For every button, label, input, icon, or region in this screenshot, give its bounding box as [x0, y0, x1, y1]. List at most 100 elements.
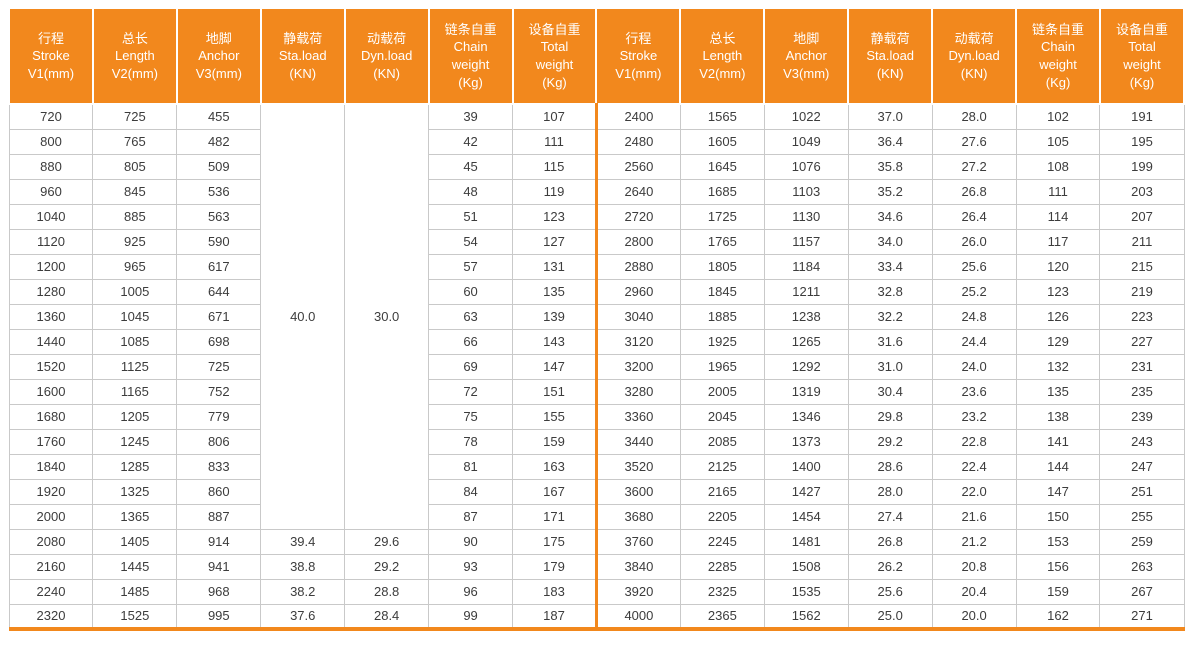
table-cell: 2480	[594, 128, 681, 155]
table-cell: 199	[1099, 153, 1185, 180]
table-cell: 26.8	[931, 178, 1017, 205]
table-cell: 941	[176, 553, 262, 580]
table-cell: 880	[8, 153, 94, 180]
table-cell: 1760	[8, 428, 94, 455]
table-cell: 1049	[763, 128, 849, 155]
table-row: 1200 965 617 57 131 2880 1805 1184 33.4 25.6 120 21…	[8, 253, 1185, 280]
column-header-line: 静载荷	[283, 30, 323, 46]
table-cell: 114	[1015, 203, 1101, 230]
table-cell: 968	[176, 578, 262, 605]
table-cell: 99	[428, 603, 514, 631]
table-cell: 2560	[594, 153, 681, 180]
column-header-line: (Kg)	[1129, 74, 1155, 90]
column-header-dyn-load: 动载荷 Dyn.load (KN)	[343, 7, 430, 105]
table-cell: 31.0	[847, 353, 933, 380]
table-cell: 203	[1099, 178, 1185, 205]
table-cell: 143	[512, 328, 597, 355]
table-cell: 1645	[679, 153, 765, 180]
table-cell: 644	[176, 278, 262, 305]
column-header-line: Anchor	[198, 48, 240, 64]
table-cell: 144	[1015, 453, 1101, 480]
table-cell: 195	[1099, 128, 1185, 155]
table-row: 800 765 482 42 111 2480 1605 1049 36.4 27.6 105 195	[8, 128, 1185, 155]
spec-table-header-row: 行程 Stroke V1(mm) 总长 Length V2(mm) 地脚 Anchor V3(m…	[8, 7, 1186, 105]
table-cell: 111	[512, 128, 597, 155]
table-cell: 187	[512, 603, 597, 631]
column-header-line: Length	[115, 48, 155, 64]
table-cell: 1103	[763, 178, 849, 205]
table-row: 1280 1005 644 60 135 2960 1845 1211 32.8 25.2 123 2…	[8, 278, 1185, 305]
table-cell: 26.0	[931, 228, 1017, 255]
table-cell: 24.4	[931, 328, 1017, 355]
table-cell: 2205	[679, 503, 765, 530]
table-cell: 2320	[8, 603, 94, 631]
table-cell: 78	[428, 428, 514, 455]
column-header-line: 行程	[625, 30, 652, 46]
table-cell: 123	[1015, 278, 1101, 305]
table-row: 2240 1485 968 38.2 28.8 96 183 3920 2325 1535 25.6…	[8, 578, 1185, 605]
table-cell: 1685	[679, 178, 765, 205]
table-cell: 147	[1015, 478, 1101, 505]
table-cell: 29.2	[847, 428, 933, 455]
table-cell: 1454	[763, 503, 849, 530]
column-header-length: 总长 Length V2(mm)	[91, 7, 178, 105]
table-cell: 887	[176, 503, 262, 530]
table-cell: 1525	[92, 603, 178, 631]
table-cell: 29.8	[847, 403, 933, 430]
column-header-line: 总长	[121, 30, 148, 46]
table-cell: 26.4	[931, 203, 1017, 230]
table-cell: 995	[176, 603, 262, 631]
column-header-line: V1(mm)	[615, 65, 662, 81]
table-cell: 90	[428, 528, 514, 555]
table-cell: 25.6	[931, 253, 1017, 280]
table-cell: 84	[428, 478, 514, 505]
table-cell: 227	[1099, 328, 1185, 355]
table-cell: 123	[512, 203, 597, 230]
table-cell: 30.4	[847, 378, 933, 405]
table-cell: 34.6	[847, 203, 933, 230]
table-cell: 1157	[763, 228, 849, 255]
table-cell: 2160	[8, 553, 94, 580]
column-header-stroke: 行程 Stroke V1(mm)	[595, 7, 682, 105]
table-row: 1840 1285 833 81 163 3520 2125 1400 28.6 22.4 144 2…	[8, 453, 1185, 480]
column-header-line: (Kg)	[458, 74, 483, 90]
table-cell: 509	[176, 153, 262, 180]
table-cell: 698	[176, 328, 262, 355]
table-cell: 22.8	[931, 428, 1017, 455]
table-cell: 1245	[92, 428, 178, 455]
column-header-line: 链条自重	[444, 21, 497, 37]
table-cell: 21.2	[931, 528, 1017, 555]
spec-table-body: 720 725 455 40.0 30.0 39 107 2400 1565 1022 37.0 28…	[8, 103, 1185, 631]
table-cell: 1125	[92, 353, 178, 380]
table-cell: 1725	[679, 203, 765, 230]
table-cell: 1481	[763, 528, 849, 555]
table-cell: 129	[1015, 328, 1101, 355]
table-cell: 1200	[8, 253, 94, 280]
table-cell: 60	[428, 278, 514, 305]
table-cell: 3680	[594, 503, 681, 530]
table-cell: 725	[92, 103, 178, 130]
table-cell: 1925	[679, 328, 765, 355]
table-cell: 179	[512, 553, 597, 580]
table-cell: 120	[1015, 253, 1101, 280]
table-cell: 2240	[8, 578, 94, 605]
table-cell: 191	[1099, 103, 1185, 130]
table-cell: 1292	[763, 353, 849, 380]
table-cell: 1508	[763, 553, 849, 580]
table-cell: 3360	[594, 403, 681, 430]
table-cell: 28.6	[847, 453, 933, 480]
table-cell: 925	[92, 228, 178, 255]
table-cell: 251	[1099, 478, 1185, 505]
column-header-line: (KN)	[289, 65, 317, 81]
table-cell: 1022	[763, 103, 849, 130]
column-header-line: Chain	[1041, 39, 1075, 55]
table-cell: 255	[1099, 503, 1185, 530]
table-cell: 1805	[679, 253, 765, 280]
table-cell: 150	[1015, 503, 1101, 530]
column-header-dyn-load: 动载荷 Dyn.load (KN)	[931, 7, 1018, 105]
table-cell: 27.6	[931, 128, 1017, 155]
table-cell: 2005	[679, 378, 765, 405]
column-header-line: 地脚	[205, 30, 232, 46]
table-cell: 1605	[679, 128, 765, 155]
table-cell: 30.0	[344, 103, 430, 530]
